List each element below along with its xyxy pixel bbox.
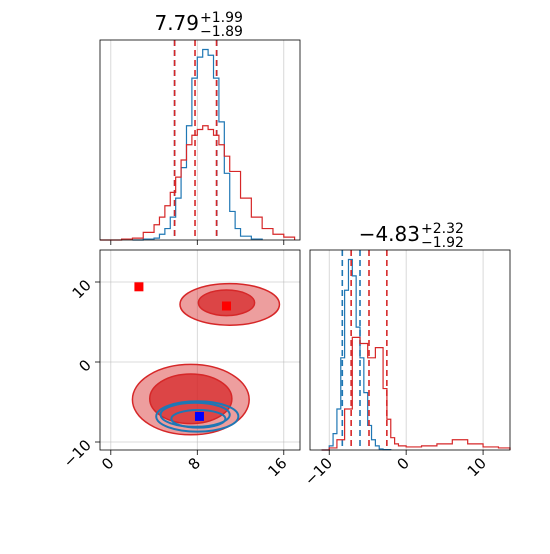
title-param-2-upper: +2.32 <box>421 221 464 237</box>
panel-right-frame <box>309 249 511 451</box>
title-param-2-value: −4.83 <box>359 222 420 246</box>
title-param-2-lower: −1.92 <box>421 235 464 251</box>
panel-param-2-marginal: −10 0 10 <box>301 249 511 489</box>
panel-joint-frame <box>99 249 301 451</box>
title-param-1-lower: −1.89 <box>200 24 243 40</box>
series-red-histogram <box>100 125 296 241</box>
panel-joint-xtick-label: 8 <box>185 454 204 473</box>
series-blue-marker <box>194 411 204 421</box>
panel-right-xtick-label: 0 <box>394 454 413 473</box>
series-red-marker <box>134 282 144 292</box>
panel-joint-ytick-label: −10 <box>60 436 95 471</box>
series-red-contour <box>148 373 233 425</box>
panel-joint-xtick-label: 0 <box>98 454 117 473</box>
panel-right-xtick-label: 10 <box>464 454 490 480</box>
series-blue-histogram <box>321 258 392 451</box>
title-param-1-upper: +1.99 <box>200 10 243 26</box>
panel-joint-ytick-label: 10 <box>69 276 95 302</box>
panel-top-frame <box>99 39 301 241</box>
title-param-1-value: 7.79 <box>154 11 199 35</box>
series-blue-histogram <box>132 48 263 241</box>
panel-right-xtick-label: −10 <box>301 454 336 489</box>
series-red-marker <box>221 301 231 311</box>
series-blue-contour <box>170 409 227 429</box>
panel-joint-ytick-label: 0 <box>75 356 94 375</box>
panel-param-1-marginal <box>99 39 301 245</box>
series-red-histogram <box>321 336 511 451</box>
panel-joint-xtick-label: 16 <box>264 454 290 480</box>
series-blue-contour <box>155 400 240 433</box>
